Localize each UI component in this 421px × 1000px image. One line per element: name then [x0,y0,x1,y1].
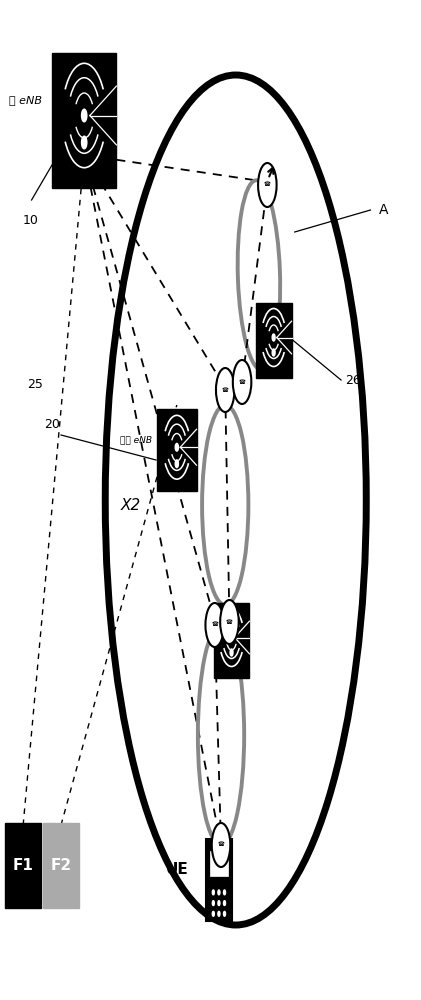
Text: 10: 10 [23,214,39,227]
Text: 26: 26 [345,373,361,386]
Circle shape [272,334,275,341]
Circle shape [258,163,277,207]
Bar [52,52,117,188]
Circle shape [220,600,239,644]
Circle shape [212,901,214,906]
Bar [256,302,292,377]
Circle shape [218,911,220,916]
Circle shape [82,136,87,149]
Text: A: A [379,203,389,217]
Circle shape [218,890,220,895]
Bar [210,851,228,876]
Text: 20: 20 [44,418,60,432]
Text: 宏 eNB: 宏 eNB [9,95,42,105]
Circle shape [224,890,226,895]
Circle shape [233,360,251,404]
Circle shape [205,603,224,647]
Bar [43,822,79,908]
Text: F1: F1 [13,857,34,872]
Circle shape [272,349,275,356]
Circle shape [230,634,233,641]
Text: F2: F2 [51,857,72,872]
Circle shape [82,109,87,122]
Text: ☎: ☎ [264,182,271,188]
Circle shape [216,368,234,412]
Text: ☎: ☎ [226,619,233,624]
Text: ☎: ☎ [211,622,218,628]
Circle shape [230,649,233,656]
Text: UE: UE [165,862,188,878]
Circle shape [212,911,214,916]
Text: ☎: ☎ [239,379,245,384]
Text: ☎: ☎ [222,387,229,392]
Bar [206,839,232,921]
Circle shape [175,443,179,451]
Bar [214,602,249,678]
Circle shape [212,823,230,867]
Circle shape [224,911,226,916]
Circle shape [212,890,214,895]
Text: X2: X2 [120,497,141,512]
Text: 微微 eNB: 微微 eNB [120,436,152,444]
Circle shape [224,901,226,906]
Circle shape [218,901,220,906]
Bar [5,822,41,908]
Circle shape [175,460,179,468]
Text: 25: 25 [27,378,43,391]
Text: ☎: ☎ [218,842,224,848]
Bar [157,409,197,491]
